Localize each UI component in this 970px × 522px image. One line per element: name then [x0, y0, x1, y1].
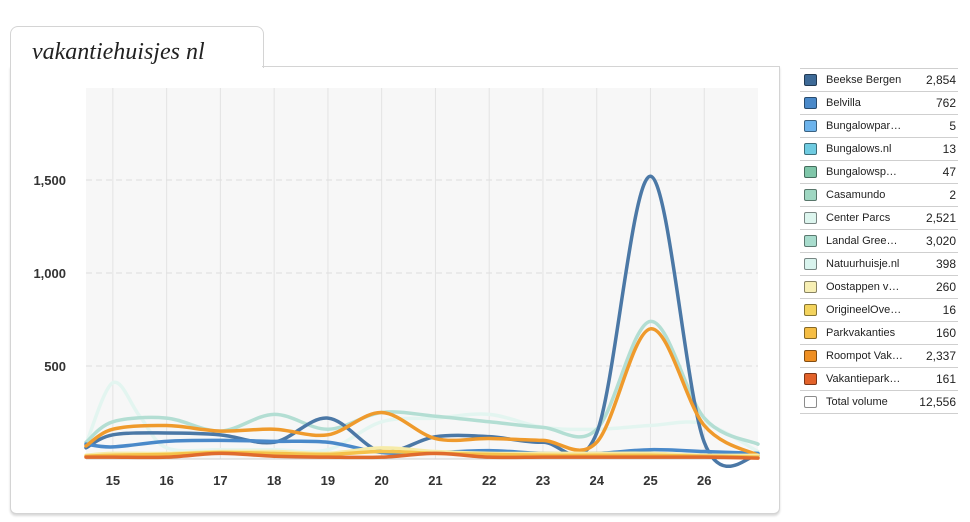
x-tick-label: 19 — [321, 473, 335, 488]
series-line-roompot-vakanties — [84, 327, 760, 458]
legend-item[interactable]: Bungalows.nl 13 — [800, 138, 958, 161]
x-tick-label: 15 — [106, 473, 120, 488]
legend-swatch — [804, 304, 817, 316]
legend-label: Roompot Vak… — [826, 350, 903, 362]
series-line-vakantieparkenpagina — [84, 451, 760, 460]
legend-value: 47 — [942, 165, 956, 179]
legend-value: 160 — [935, 326, 956, 340]
legend-label: OrigineelOve… — [826, 304, 902, 316]
legend-value: 2,521 — [925, 211, 956, 225]
legend-value: 3,020 — [925, 234, 956, 248]
legend-value: 260 — [935, 280, 956, 294]
legend-item[interactable]: Oostappen v… 260 — [800, 276, 958, 299]
legend-item[interactable]: Roompot Vak… 2,337 — [800, 345, 958, 368]
x-tick-label: 20 — [374, 473, 388, 488]
legend-label: Total volume — [826, 396, 888, 408]
legend-value: 2,337 — [925, 349, 956, 363]
legend-value: 762 — [935, 96, 956, 110]
legend-label: Bungalowpar… — [826, 120, 902, 132]
legend-item[interactable]: Landal Gree… 3,020 — [800, 230, 958, 253]
legend-item[interactable]: Belvilla 762 — [800, 92, 958, 115]
series-line-parkvakanties — [84, 449, 760, 459]
legend-value: 12,556 — [919, 395, 956, 409]
x-tick-label: 26 — [697, 473, 711, 488]
legend-item[interactable]: Bungalowsp… 47 — [800, 161, 958, 184]
x-tick-label: 21 — [428, 473, 442, 488]
x-tick-label: 24 — [589, 473, 604, 488]
legend-label: Center Parcs — [826, 212, 891, 224]
legend-item[interactable]: Bungalowpar… 5 — [800, 115, 958, 138]
legend-swatch — [804, 350, 817, 362]
legend: Beekse Bergen 2,854 Belvilla 762 Bungalowpar… — [800, 68, 958, 414]
y-tick-label: 1,000 — [33, 266, 66, 281]
page-title: vakantiehuisjes nl — [32, 39, 205, 65]
legend-swatch — [804, 396, 817, 408]
legend-swatch — [804, 235, 817, 247]
legend-swatch — [804, 373, 817, 385]
legend-swatch — [804, 120, 817, 132]
legend-value: 398 — [935, 257, 956, 271]
legend-swatch — [804, 97, 817, 109]
legend-swatch — [804, 166, 817, 178]
legend-swatch — [804, 212, 817, 224]
legend-label: Bungalows.nl — [826, 143, 892, 155]
series-line-landal-green-parks — [84, 319, 760, 446]
legend-value: 2 — [949, 188, 956, 202]
legend-item[interactable]: Total volume 12,556 — [800, 391, 958, 414]
legend-item[interactable]: Parkvakanties 160 — [800, 322, 958, 345]
x-tick-label: 25 — [643, 473, 657, 488]
legend-label: Oostappen v… — [826, 281, 900, 293]
legend-label: Belvilla — [826, 97, 861, 109]
x-tick-label: 22 — [482, 473, 496, 488]
legend-swatch — [804, 281, 817, 293]
legend-swatch — [804, 258, 817, 270]
legend-value: 16 — [942, 303, 956, 317]
legend-swatch — [804, 74, 817, 86]
legend-swatch — [804, 143, 817, 155]
legend-label: Parkvakanties — [826, 327, 896, 339]
legend-label: Casamundo — [826, 189, 886, 201]
legend-label: Beekse Bergen — [826, 74, 902, 86]
y-tick-label: 500 — [44, 359, 66, 374]
legend-value: 2,854 — [925, 73, 956, 87]
legend-item[interactable]: Beekse Bergen 2,854 — [800, 69, 958, 92]
legend-value: 5 — [949, 119, 956, 133]
legend-label: Natuurhuisje.nl — [826, 258, 900, 270]
legend-item[interactable]: OrigineelOve… 16 — [800, 299, 958, 322]
panel-top-border — [262, 66, 778, 67]
y-tick-label: 1,500 — [33, 173, 66, 188]
x-tick-label: 23 — [536, 473, 550, 488]
legend-label: Landal Gree… — [826, 235, 898, 247]
x-tick-label: 16 — [159, 473, 173, 488]
legend-value: 13 — [942, 142, 956, 156]
line-chart: 15 16 17 18 19 20 21 22 23 24 25 26 500 1,000 1,500 — [14, 68, 776, 504]
legend-label: Vakantiepark… — [826, 373, 901, 385]
legend-item[interactable]: Natuurhuisje.nl 398 — [800, 253, 958, 276]
legend-item[interactable]: Casamundo 2 — [800, 184, 958, 207]
legend-item[interactable]: Center Parcs 2,521 — [800, 207, 958, 230]
legend-swatch — [804, 189, 817, 201]
title-tab: vakantiehuisjes nl — [10, 26, 264, 68]
series-line-beekse-bergen — [84, 174, 760, 468]
legend-value: 161 — [935, 372, 956, 386]
x-tick-label: 17 — [213, 473, 227, 488]
series-line-center-parcs — [84, 380, 760, 454]
legend-label: Bungalowsp… — [826, 166, 897, 178]
chart-svg: 15 16 17 18 19 20 21 22 23 24 25 26 500 1,000 1,500 — [33, 88, 760, 488]
x-tick-label: 18 — [267, 473, 281, 488]
legend-item[interactable]: Vakantiepark… 161 — [800, 368, 958, 391]
legend-swatch — [804, 327, 817, 339]
